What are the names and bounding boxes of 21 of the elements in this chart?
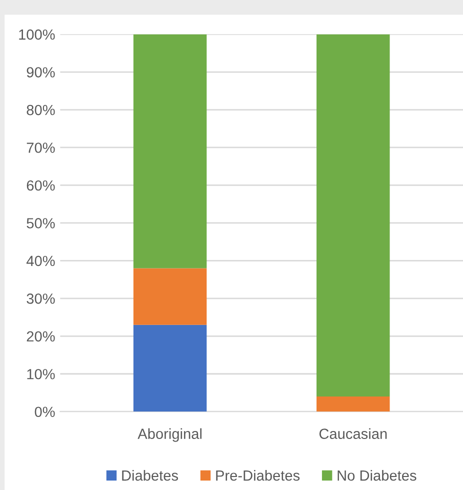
y-tick-label: 100% [19,29,55,40]
legend-label: Pre-Diabetes [216,470,300,481]
y-tick-label: 40% [26,256,55,266]
x-tick-label: Caucasian [319,428,387,439]
y-tick-label: 0% [34,406,55,418]
y-tick-label: 80% [26,104,55,116]
y-tick-label: 30% [26,294,55,304]
bar [316,396,390,412]
y-tick-label: 50% [26,218,55,228]
y-tick-label: 60% [26,180,55,191]
y-tick-label: 10% [27,368,55,380]
bar [133,324,207,412]
bar [133,268,207,325]
y-tick-label: 70% [26,142,55,153]
y-tick-label: 90% [26,67,55,78]
legend-label: No Diabetes [338,470,416,481]
bar [316,34,390,397]
x-tick-label: Aboriginal [138,428,202,442]
legend-label: Diabetes [122,470,178,481]
bar [133,34,207,268]
y-tick-label: 20% [26,331,55,342]
